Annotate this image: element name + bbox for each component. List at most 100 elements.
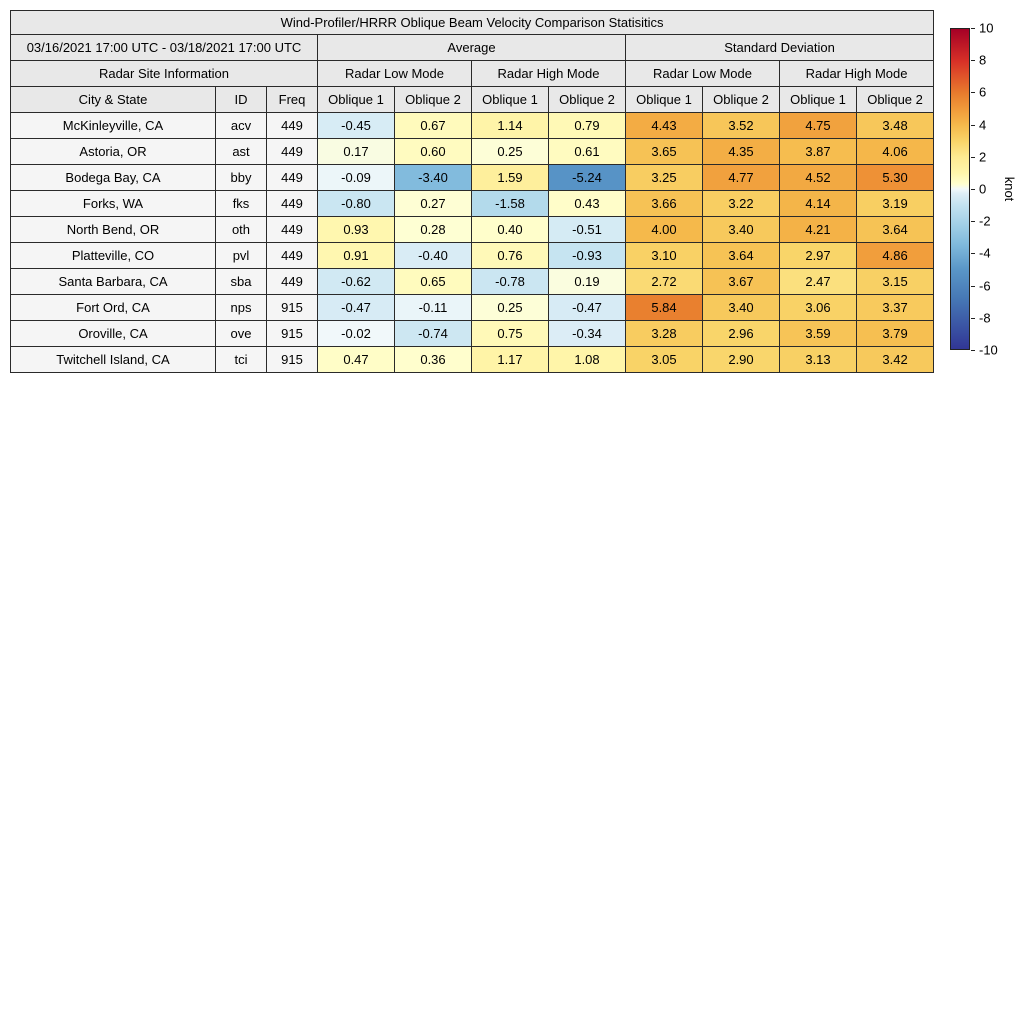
value-cell: 3.87 [779, 138, 857, 165]
value-cell: 3.67 [702, 268, 780, 295]
col-header-std-low-oblique2: Oblique 2 [702, 86, 780, 113]
value-cell: 0.60 [394, 138, 472, 165]
id-cell: sba [215, 268, 267, 295]
id-cell: ove [215, 320, 267, 347]
site-info-header: Radar Site Information [10, 60, 318, 87]
value-cell: 2.47 [779, 268, 857, 295]
table-body: McKinleyville, CA acv 449 -0.45 0.67 1.14 0.79… [10, 112, 935, 373]
value-cell: 3.15 [855, 268, 935, 295]
col-header-avg-high-oblique1: Oblique 1 [471, 86, 549, 113]
value-cell: 4.21 [779, 216, 857, 243]
colorbar-tick-label: 10 [979, 20, 994, 36]
std-high-mode-header: Radar High Mode [778, 60, 935, 87]
colorbar-tick-label: -4 [979, 245, 991, 261]
value-cell: 3.64 [702, 242, 780, 269]
group-header-average: Average [317, 34, 626, 61]
city-cell: McKinleyville, CA [10, 112, 216, 139]
value-cell: -0.74 [394, 320, 472, 347]
value-cell: -0.47 [317, 294, 395, 321]
colorbar-tickmark [971, 60, 975, 62]
colorbar-tickmark [971, 189, 975, 190]
value-cell: 0.25 [471, 294, 549, 321]
id-cell: oth [215, 216, 267, 243]
table-row: Fort Ord, CA nps 915 -0.47 -0.11 0.25 -0.47 5.8… [10, 294, 935, 321]
value-cell: 4.75 [779, 112, 857, 139]
id-cell: tci [215, 346, 267, 373]
value-cell: 4.35 [702, 138, 780, 165]
city-cell: Twitchell Island, CA [10, 346, 216, 373]
colorbar-tick-label: 2 [979, 149, 987, 165]
value-cell: 3.37 [855, 294, 935, 321]
col-header-avg-high-oblique2: Oblique 2 [548, 86, 626, 113]
group-header-row: 03/16/2021 17:00 UTC - 03/18/2021 17:00 … [10, 34, 935, 61]
value-cell: -0.62 [317, 268, 395, 295]
value-cell: -0.47 [548, 294, 626, 321]
value-cell: 3.59 [779, 320, 857, 347]
value-cell: -1.58 [471, 190, 549, 217]
value-cell: 4.86 [855, 242, 935, 269]
freq-cell: 449 [266, 242, 318, 269]
col-header-avg-low-oblique1: Oblique 1 [317, 86, 395, 113]
value-cell: 4.06 [855, 138, 935, 165]
value-cell: -0.09 [317, 164, 395, 191]
colorbar-tickmark [971, 221, 975, 223]
std-low-mode-header: Radar Low Mode [625, 60, 780, 87]
avg-low-mode-header: Radar Low Mode [317, 60, 472, 87]
city-cell: Forks, WA [10, 190, 216, 217]
colorbar-tick-label: 8 [979, 52, 987, 68]
mode-header-row: Radar Site Information Radar Low Mode Ra… [10, 60, 935, 87]
city-cell: Platteville, CO [10, 242, 216, 269]
colorbar-tick-label: -10 [979, 342, 998, 358]
value-cell: 3.65 [625, 138, 703, 165]
col-header-std-low-oblique1: Oblique 1 [625, 86, 703, 113]
city-cell: Fort Ord, CA [10, 294, 216, 321]
value-cell: 3.05 [625, 346, 703, 373]
col-header-std-high-oblique2: Oblique 2 [855, 86, 935, 113]
table-row: North Bend, OR oth 449 0.93 0.28 0.40 -0.51 4.0… [10, 216, 935, 243]
id-cell: pvl [215, 242, 267, 269]
col-header-id: ID [215, 86, 267, 113]
col-header-avg-low-oblique2: Oblique 2 [394, 86, 472, 113]
column-header-row: City & State ID Freq Oblique 1 Oblique 2… [10, 86, 935, 113]
value-cell: 4.00 [625, 216, 703, 243]
value-cell: -0.93 [548, 242, 626, 269]
colorbar-tick-label: 4 [979, 117, 987, 133]
colorbar-tickmark [971, 92, 975, 94]
colorbar-tickmark [971, 156, 975, 158]
value-cell: -3.40 [394, 164, 472, 191]
value-cell: 0.75 [471, 320, 549, 347]
value-cell: 0.67 [394, 112, 472, 139]
colorbar-tick-label: -8 [979, 310, 991, 326]
value-cell: 2.96 [702, 320, 780, 347]
value-cell: 2.72 [625, 268, 703, 295]
value-cell: 2.90 [702, 346, 780, 373]
value-cell: 0.91 [317, 242, 395, 269]
table-title: Wind-Profiler/HRRR Oblique Beam Velocity… [9, 10, 935, 35]
value-cell: -0.78 [471, 268, 549, 295]
value-cell: 0.76 [471, 242, 549, 269]
title-row: Wind-Profiler/HRRR Oblique Beam Velocity… [9, 10, 935, 35]
avg-high-mode-header: Radar High Mode [471, 60, 626, 87]
freq-cell: 915 [266, 294, 318, 321]
id-cell: fks [215, 190, 267, 217]
freq-cell: 449 [266, 216, 318, 243]
value-cell: 0.25 [471, 138, 549, 165]
value-cell: 0.93 [317, 216, 395, 243]
value-cell: 1.14 [471, 112, 549, 139]
value-cell: 0.27 [394, 190, 472, 217]
value-cell: 3.19 [855, 190, 935, 217]
value-cell: 3.42 [855, 346, 935, 373]
value-cell: 4.43 [625, 112, 703, 139]
value-cell: 4.77 [702, 164, 780, 191]
id-cell: ast [215, 138, 267, 165]
col-header-freq: Freq [266, 86, 318, 113]
value-cell: 3.52 [702, 112, 780, 139]
value-cell: 1.17 [471, 346, 549, 373]
value-cell: -0.34 [548, 320, 626, 347]
value-cell: 0.43 [548, 190, 626, 217]
colorbar-tick-label: -6 [979, 278, 991, 294]
value-cell: 3.06 [779, 294, 857, 321]
table-row: Oroville, CA ove 915 -0.02 -0.74 0.75 -0.34 3.2… [10, 320, 935, 347]
value-cell: 0.28 [394, 216, 472, 243]
